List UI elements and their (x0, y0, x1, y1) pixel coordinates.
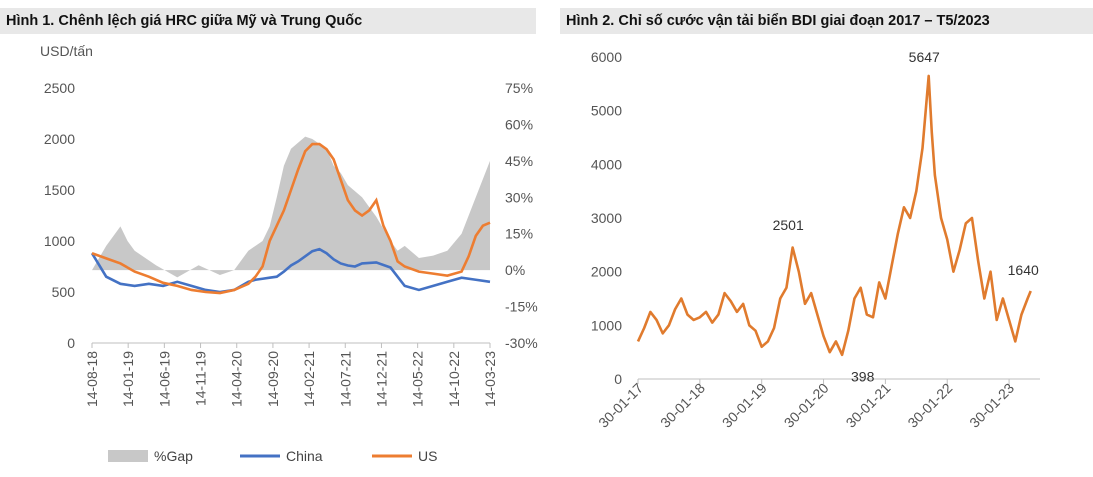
chart2-xtick: 30-01-23 (966, 380, 1017, 431)
chart1-ytick: 1000 (44, 233, 75, 249)
chart1-y2tick: 45% (505, 153, 533, 169)
chart1-ylabel: USD/tấn (40, 43, 93, 59)
chart1-xtick: 14-08-18 (84, 351, 100, 407)
chart1-y2tick: 30% (505, 189, 533, 205)
chart1-y2tick: 15% (505, 226, 533, 242)
chart1-plot: USD/tấn 0 500 1000 1500 2000 2500 -30% -15% 0% 15%… (40, 43, 538, 464)
chart1-xtick: 14-05-22 (410, 351, 426, 407)
chart2-xtick: 30-01-19 (719, 380, 770, 431)
chart1-xtick: 14-03-23 (482, 351, 498, 407)
chart2-xtick: 30-01-22 (904, 380, 955, 431)
chart1-ytick: 0 (67, 335, 75, 351)
chart2-ytick: 2000 (591, 264, 622, 280)
chart2-ytick: 5000 (591, 103, 622, 119)
chart1-y2tick: -15% (505, 299, 538, 315)
chart2-ytick: 4000 (591, 156, 622, 172)
chart1-xtick: 14-12-21 (373, 351, 389, 407)
chart1-xtick: 14-11-19 (193, 351, 209, 406)
china-line (90, 247, 491, 294)
legend-china-label: China (286, 448, 323, 464)
chart1-y2tick: -30% (505, 335, 538, 351)
chart1-xtick: 14-01-19 (120, 351, 136, 407)
chart2-xtick: 30-01-21 (843, 380, 894, 431)
chart2-xtick: 30-01-17 (595, 380, 646, 431)
chart1-ytick: 1500 (44, 182, 75, 198)
chart2-xtick: 30-01-20 (781, 380, 832, 431)
chart2-annotation: 2501 (773, 217, 804, 233)
chart2-ytick: 3000 (591, 210, 622, 226)
chart1-y2tick: 75% (505, 80, 533, 96)
chart2-ytick: 6000 (591, 49, 622, 65)
chart1-xtick: 14-09-20 (265, 351, 281, 407)
chart1-y2tick: 0% (505, 262, 525, 278)
chart2-annotation: 1640 (1008, 262, 1039, 278)
chart2-annotation: 398 (851, 369, 875, 385)
chart1-xtick: 14-02-21 (301, 351, 317, 407)
chart1-xtick: 14-06-19 (156, 351, 172, 407)
legend-gap-label: %Gap (154, 448, 193, 464)
chart2-xtick: 30-01-18 (657, 380, 708, 431)
chart1-y2tick: 60% (505, 116, 533, 132)
bdi-line (636, 74, 1032, 357)
chart1-ytick: 2500 (44, 80, 75, 96)
chart2-annotation: 5647 (909, 49, 940, 65)
chart1-xtick: 14-10-22 (446, 351, 462, 407)
chart1-ytick: 2000 (44, 131, 75, 147)
gap-area (92, 136, 490, 278)
legend-us-label: US (418, 448, 437, 464)
chart2-ytick: 1000 (591, 317, 622, 333)
us-line (91, 142, 491, 295)
chart1-ytick: 500 (52, 284, 76, 300)
chart1-title: Hình 1. Chênh lệch giá HRC giữa Mỹ và Tr… (0, 8, 536, 34)
chart1-xtick: 14-07-21 (337, 351, 353, 407)
chart1-xtick: 14-04-20 (229, 351, 245, 407)
chart2-ytick: 0 (614, 371, 622, 387)
chart2-title: Hình 2. Chỉ số cước vận tải biển BDI gia… (560, 8, 1093, 34)
legend-gap-swatch (108, 450, 148, 462)
